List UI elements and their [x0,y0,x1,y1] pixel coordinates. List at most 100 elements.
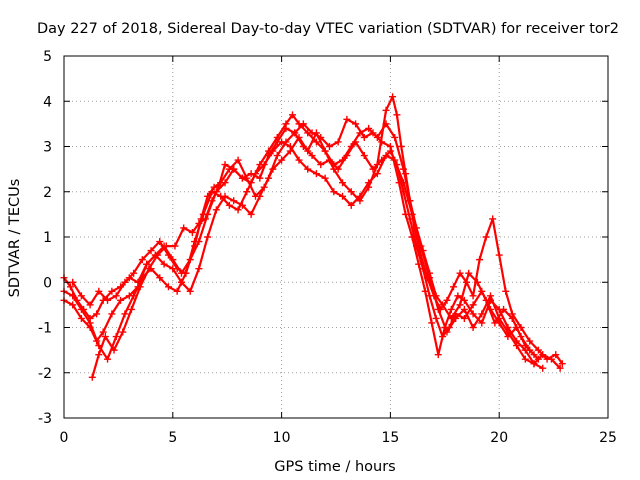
data-point [365,124,373,132]
data-point [343,152,351,160]
data-point [460,305,468,313]
data-point [217,179,225,187]
data-point [465,269,473,277]
data-point [147,247,155,255]
data-point [247,210,255,218]
data-point [269,147,277,155]
data-point [408,210,416,218]
data-point [369,129,377,137]
data-point [112,333,120,341]
data-point [391,133,399,141]
data-point [234,206,242,214]
data-point [308,152,316,160]
data-point [389,93,397,101]
data-point [160,260,168,268]
data-point [352,120,360,128]
data-point [234,156,242,164]
data-point [399,179,407,187]
data-point [93,310,101,318]
data-point [558,360,566,368]
data-point [347,188,355,196]
data-point [521,355,529,363]
data-point [365,179,373,187]
data-point [330,165,338,173]
data-point [450,283,458,291]
data-point [452,314,460,322]
data-point [469,301,477,309]
data-point [460,314,468,322]
data-point [156,274,164,282]
y-tick-label: 1 [43,230,52,246]
data-point [69,292,77,300]
data-point [343,115,351,123]
data-point [88,373,96,381]
data-point [95,287,103,295]
data-point [454,292,462,300]
x-tick-label: 15 [381,430,399,446]
data-point [77,314,85,322]
data-point [317,161,325,169]
data-series [60,93,566,381]
data-point [321,147,329,155]
data-point [443,328,451,336]
data-point [432,314,440,322]
data-point [504,328,512,336]
data-point [428,319,436,327]
data-point [127,305,135,313]
data-point [521,346,529,354]
data-point [251,170,259,178]
data-point [117,296,125,304]
data-point [186,287,194,295]
data-point [180,224,188,232]
data-point [191,238,199,246]
data-point [99,328,107,336]
data-point [119,328,127,336]
data-point [478,319,486,327]
data-point [221,161,229,169]
data-point [104,355,112,363]
data-point [352,138,360,146]
data-point [502,287,510,295]
data-point [138,274,146,282]
data-point [347,201,355,209]
data-point [104,296,112,304]
data-point [86,319,94,327]
x-tick-label: 10 [273,430,291,446]
data-point [251,192,259,200]
data-point [108,287,116,295]
data-point [108,310,116,318]
data-point [530,360,538,368]
data-point [225,165,233,173]
data-point [469,324,477,331]
data-point [288,111,296,119]
data-point [447,305,455,313]
data-point [195,265,203,273]
data-point [434,351,442,359]
data-point [291,129,299,137]
data-point [482,233,490,241]
data-point [360,133,368,141]
data-point [382,106,390,114]
data-point [373,161,381,169]
data-point [339,179,347,187]
data-point [269,165,277,173]
data-point [478,287,486,295]
data-point [469,292,477,300]
data-point [204,233,212,241]
data-point [339,192,347,200]
y-tick-label: -2 [38,366,52,382]
series-line [62,113,540,361]
data-point [402,210,410,218]
data-point [478,310,486,318]
data-point [69,301,77,309]
data-point [495,251,503,259]
y-tick-label: 2 [43,185,52,201]
series-track-3 [88,115,547,381]
x-tick-label: 25 [599,430,617,446]
data-point [373,170,381,178]
data-point [69,278,77,286]
data-point [382,152,390,160]
data-point [156,238,164,246]
data-point [356,192,364,200]
